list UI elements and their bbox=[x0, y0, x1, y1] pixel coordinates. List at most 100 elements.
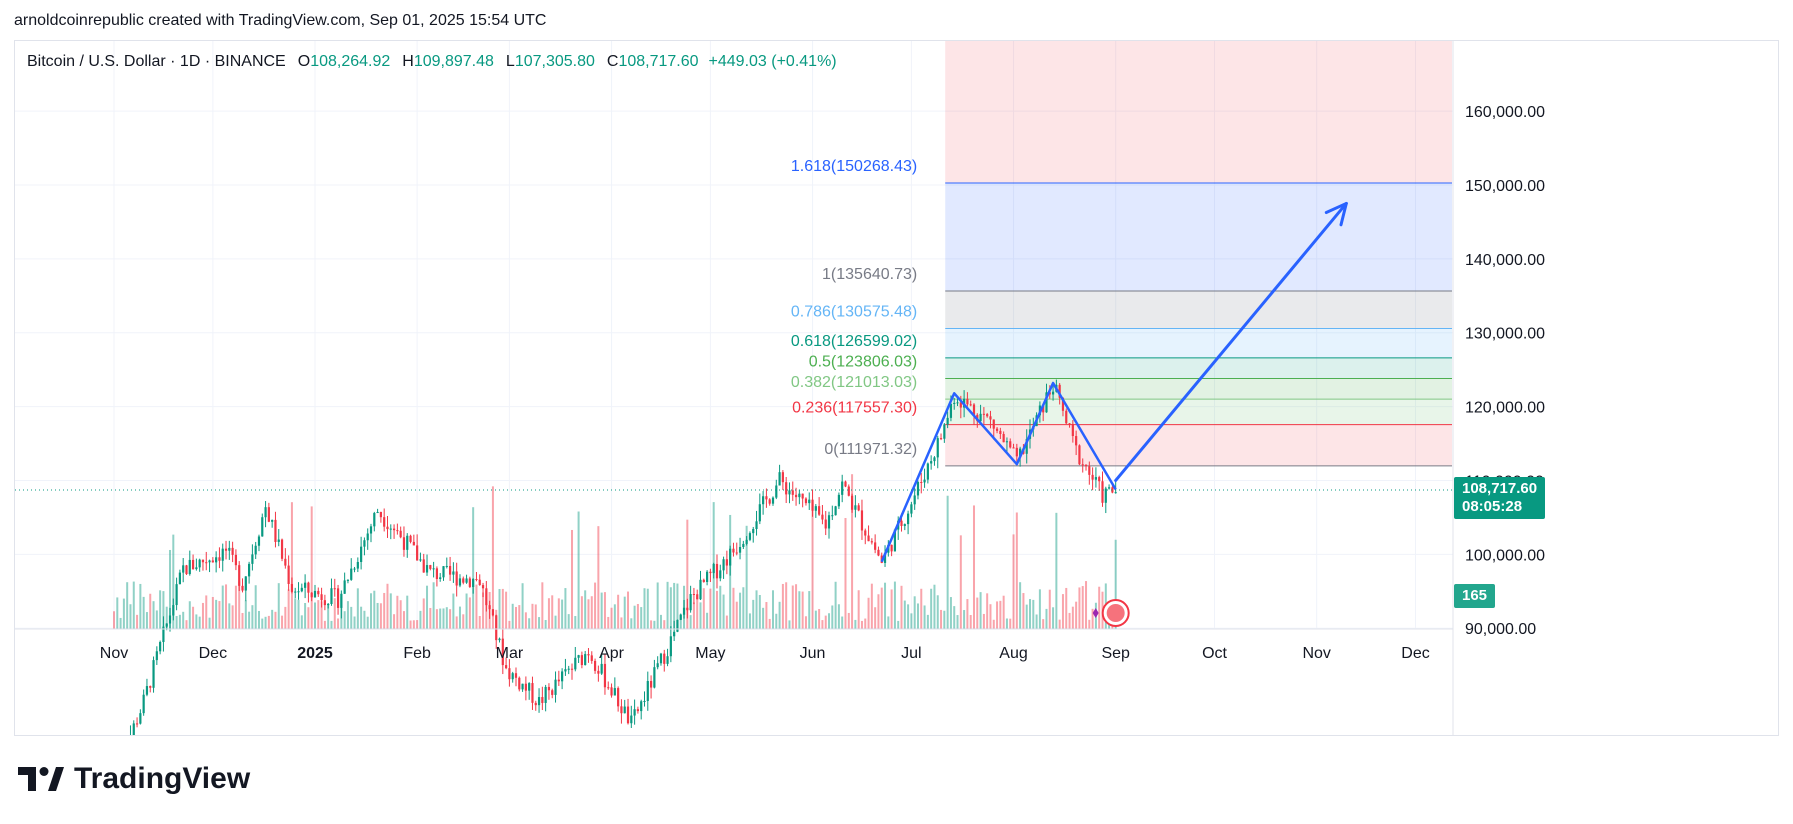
fibonacci-extension: 0(111971.32) 0.236(117557.30) 0.382(121013… bbox=[791, 41, 1452, 467]
candle-body bbox=[722, 559, 725, 571]
volume-bar bbox=[890, 589, 893, 629]
candle-body bbox=[752, 529, 755, 534]
candle-body bbox=[636, 709, 640, 712]
candle-body bbox=[435, 568, 439, 580]
candle-body bbox=[267, 507, 270, 522]
candle-body bbox=[1068, 423, 1071, 425]
candle-body bbox=[145, 686, 149, 695]
volume-bar bbox=[739, 592, 742, 629]
candle-body bbox=[247, 563, 251, 577]
x-tick-label: Mar bbox=[496, 645, 524, 662]
volume-bar bbox=[551, 595, 554, 629]
volume-bar bbox=[1058, 619, 1061, 629]
candle-body bbox=[271, 519, 274, 522]
volume-bar bbox=[449, 609, 452, 629]
volume-bar bbox=[640, 607, 643, 629]
candle-body bbox=[323, 600, 326, 606]
fib-band bbox=[945, 291, 1452, 329]
candle-body bbox=[742, 543, 745, 547]
candle-body bbox=[231, 547, 234, 555]
candle-body bbox=[860, 510, 864, 531]
volume-bar bbox=[561, 599, 564, 629]
fib-band bbox=[945, 378, 1452, 400]
candle-body bbox=[360, 546, 363, 562]
candle-body bbox=[989, 416, 992, 420]
price-chart[interactable]: 0(111971.32) 0.236(117557.30) 0.382(121013… bbox=[15, 41, 1779, 736]
volume-bar bbox=[584, 590, 587, 629]
volume-bar bbox=[571, 529, 574, 629]
candle-body bbox=[1058, 384, 1061, 398]
volume-bar bbox=[617, 594, 620, 629]
candle-body bbox=[402, 537, 406, 550]
candle-body bbox=[801, 493, 804, 499]
volume-bar bbox=[511, 603, 514, 629]
candle-body bbox=[495, 615, 498, 641]
candle-body bbox=[574, 657, 577, 670]
candle-body bbox=[597, 670, 600, 674]
candle-body bbox=[979, 413, 982, 422]
candle-body bbox=[689, 594, 692, 611]
volume-bar bbox=[1088, 619, 1091, 629]
volume-bar bbox=[877, 594, 880, 629]
fib-level-label: 0.618(126599.02) bbox=[791, 333, 917, 350]
volume-bar bbox=[1005, 618, 1008, 629]
volume-bar bbox=[534, 604, 537, 629]
candle-body bbox=[294, 591, 297, 593]
volume-bar bbox=[458, 606, 461, 629]
volume-bar bbox=[897, 620, 900, 629]
volume-bar bbox=[623, 596, 626, 629]
chart-frame[interactable]: 0(111971.32) 0.236(117557.30) 0.382(121013… bbox=[14, 40, 1779, 736]
volume-bar bbox=[498, 589, 501, 629]
candle-body bbox=[788, 490, 791, 495]
candle-body bbox=[841, 481, 844, 495]
volume-bar bbox=[821, 620, 824, 629]
volume-bar bbox=[781, 583, 784, 629]
candle-body bbox=[346, 579, 350, 581]
volume-bar bbox=[686, 519, 689, 629]
candle-body bbox=[834, 506, 837, 516]
volume-bar bbox=[772, 590, 774, 629]
candle-body bbox=[1071, 423, 1074, 437]
volume-bar bbox=[679, 614, 682, 629]
candle-body bbox=[422, 559, 425, 573]
volume-bar bbox=[653, 620, 656, 629]
volume-bar bbox=[972, 505, 975, 629]
volume-bar bbox=[788, 620, 791, 629]
volume-bar bbox=[887, 616, 890, 629]
volume-bar bbox=[544, 620, 547, 629]
candle-body bbox=[883, 552, 887, 563]
volume-bar bbox=[267, 615, 270, 629]
volume-bar bbox=[330, 620, 333, 629]
volume-bar bbox=[798, 591, 801, 629]
candle-body bbox=[132, 723, 135, 735]
volume-bar bbox=[524, 612, 527, 629]
tradingview-logo[interactable]: TradingView bbox=[18, 762, 250, 796]
volume-bar bbox=[116, 597, 119, 629]
volume-bar bbox=[376, 602, 379, 629]
candle-body bbox=[448, 565, 452, 575]
candle-body bbox=[949, 403, 953, 418]
volume-bar bbox=[455, 616, 458, 629]
candle-body bbox=[748, 533, 752, 540]
volume-bar bbox=[669, 587, 672, 629]
volume-bar bbox=[996, 601, 999, 629]
candle-body bbox=[870, 541, 873, 543]
candle-body bbox=[643, 700, 646, 702]
volume-bar bbox=[211, 596, 214, 629]
candle-body bbox=[972, 404, 976, 415]
volume-bar bbox=[732, 587, 735, 629]
candle-body bbox=[567, 668, 570, 670]
candle-body bbox=[640, 701, 643, 712]
candle-body bbox=[201, 559, 205, 563]
candle-body bbox=[824, 519, 827, 529]
candle-body bbox=[653, 667, 656, 688]
volume-bar bbox=[182, 611, 185, 629]
volume-bar bbox=[940, 609, 943, 629]
candle-body bbox=[472, 579, 475, 587]
volume-bar bbox=[1075, 601, 1078, 629]
candle-body bbox=[1107, 487, 1111, 489]
volume-bar bbox=[854, 619, 857, 629]
volume-bar bbox=[248, 611, 251, 629]
volume-bar bbox=[323, 620, 326, 629]
volume-bar bbox=[343, 611, 346, 629]
